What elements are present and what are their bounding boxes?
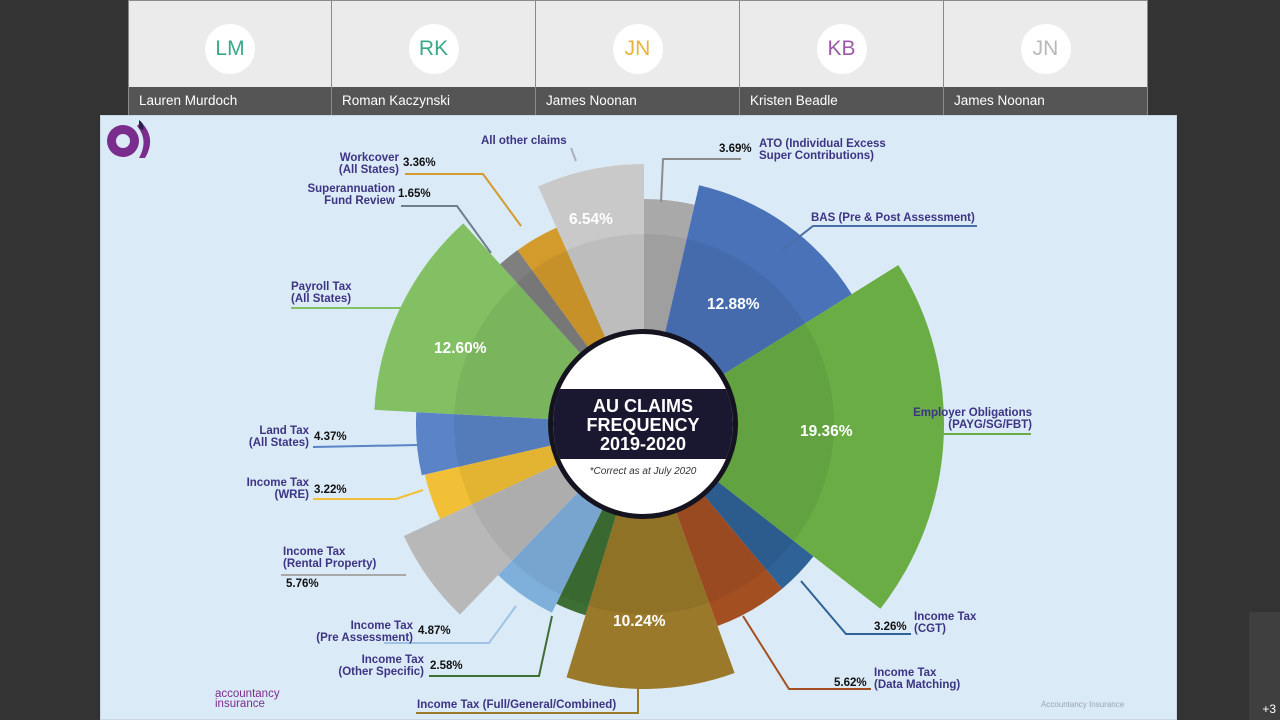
segment-employer	[644, 265, 944, 609]
label-allother: All other claims	[481, 135, 567, 147]
chart-center-title: AU CLAIMS FREQUENCY 2019-2020 *Correct a…	[548, 329, 738, 519]
participant-tile[interactable]: LM Lauren Murdoch	[128, 0, 332, 115]
chart-footnote: *Correct as at July 2020	[589, 466, 697, 477]
accountancy-insurance-logo-icon	[107, 120, 151, 158]
participant-name: Roman Kaczynski	[332, 87, 535, 115]
label-otherspec: Income Tax (Other Specific)	[338, 654, 424, 678]
participant-name: James Noonan	[944, 87, 1147, 115]
value-preass: 4.87%	[418, 625, 451, 637]
value-otherspec: 2.58%	[430, 660, 463, 672]
leader-lines	[281, 147, 1031, 714]
label-full: Income Tax (Full/General/Combined)	[417, 699, 617, 711]
shared-screen-slide: 6.54% 12.88% 12.60% 19.36% 10.24% All ot…	[100, 115, 1177, 720]
label-ato: ATO (Individual Excess Super Contribution…	[759, 138, 886, 162]
label-employer: Employer Obligations (PAYG/SG/FBT)	[913, 407, 1032, 431]
value-wre: 3.22%	[314, 484, 347, 496]
segment-value-employer: 19.36%	[800, 423, 853, 440]
value-superfund: 1.65%	[398, 188, 431, 200]
segment-value-bas: 12.88%	[707, 296, 760, 313]
chart-title-band: AU CLAIMS FREQUENCY 2019-2020	[553, 389, 733, 459]
avatar: KB	[816, 24, 867, 74]
value-cgt: 3.26%	[874, 621, 907, 633]
label-workcover: Workcover (All States)	[338, 152, 399, 176]
avatar: LM	[205, 24, 255, 74]
label-datamatch: Income Tax (Data Matching)	[874, 667, 961, 691]
participant-name: Lauren Murdoch	[129, 87, 331, 115]
participant-tile[interactable]: KB Kristen Beadle	[740, 0, 944, 115]
value-land: 4.37%	[314, 431, 347, 443]
segment-value-allother: 6.54%	[569, 211, 613, 228]
more-participants-count: +3	[1262, 702, 1276, 716]
label-wre: Income Tax (WRE)	[246, 477, 309, 501]
label-preass: Income Tax (Pre Assessment)	[316, 620, 413, 644]
logo-text: accountancy insurance	[215, 688, 280, 710]
participant-tile[interactable]: JN James Noonan	[944, 0, 1148, 115]
avatar: JN	[612, 24, 663, 74]
label-bas: BAS (Pre & Post Assessment)	[811, 212, 975, 224]
segment-value-full: 10.24%	[613, 613, 666, 630]
participant-tile[interactable]: JN James Noonan	[536, 0, 740, 115]
label-rental: Income Tax (Rental Property)	[283, 546, 377, 570]
label-superfund: Superannuation Fund Review	[307, 183, 395, 207]
participant-name: James Noonan	[536, 87, 739, 115]
more-participants-button[interactable]: +3	[1249, 612, 1280, 720]
avatar: JN	[1020, 24, 1071, 74]
participant-tile[interactable]: RK Roman Kaczynski	[332, 0, 536, 115]
value-rental: 5.76%	[286, 578, 319, 590]
segment-full	[566, 424, 735, 689]
label-payroll: Payroll Tax (All States)	[291, 281, 352, 305]
segment-value-payroll: 12.60%	[434, 340, 487, 357]
label-land: Land Tax (All States)	[248, 425, 309, 449]
participant-name: Kristen Beadle	[740, 87, 943, 115]
label-cgt: Income Tax (CGT)	[914, 611, 977, 635]
participant-strip: LM Lauren Murdoch RK Roman Kaczynski JN …	[128, 0, 1149, 115]
avatar: RK	[408, 24, 459, 74]
value-ato: 3.69%	[719, 143, 752, 155]
value-workcover: 3.36%	[403, 157, 436, 169]
value-datamatch: 5.62%	[834, 677, 867, 689]
watermark: Accountancy Insurance	[1041, 700, 1125, 709]
